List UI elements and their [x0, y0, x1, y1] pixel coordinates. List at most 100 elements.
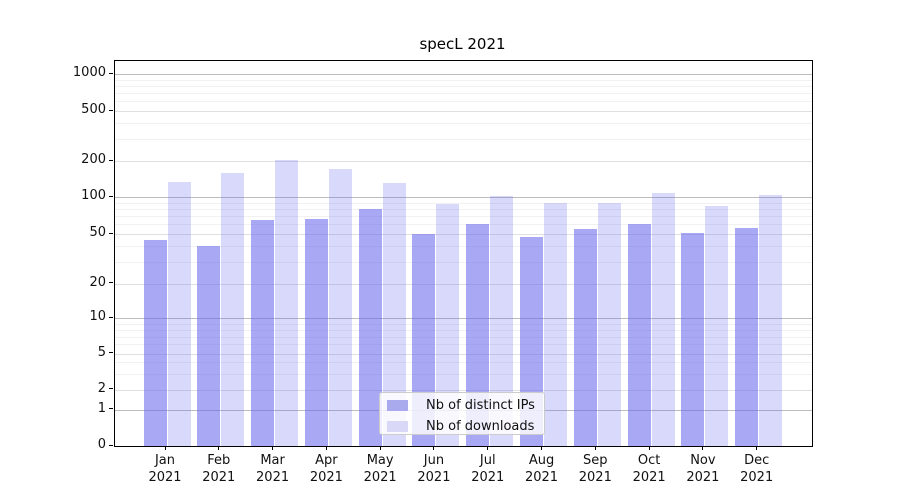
x-tick-mark: [325, 446, 327, 450]
bar-distinct-ips: [358, 209, 382, 446]
bar-downloads: [221, 172, 245, 446]
legend: Nb of distinct IPs Nb of downloads: [379, 392, 545, 435]
y-tick-label: 50: [89, 225, 106, 241]
chart-title: specL 2021: [419, 35, 506, 53]
bar-distinct-ips: [251, 220, 275, 446]
x-tick-label: Mar 2021: [256, 453, 290, 485]
legend-entry-downloads: Nb of downloads: [387, 418, 544, 435]
bar-distinct-ips: [735, 228, 759, 446]
x-tick-mark: [648, 446, 650, 450]
gridline-minor: [115, 216, 812, 218]
x-tick-mark: [594, 446, 596, 450]
x-tick-label: Feb 2021: [202, 453, 236, 485]
gridline-minor: [115, 261, 812, 263]
gridline-major: [115, 197, 812, 198]
bar-distinct-ips: [197, 246, 221, 446]
y-tick-mark: [109, 388, 113, 389]
gridline: [115, 283, 812, 285]
gridline: [115, 111, 812, 112]
bar-distinct-ips: [304, 218, 328, 446]
bar-downloads: [544, 203, 568, 446]
y-tick-label: 2: [97, 380, 106, 396]
gridline: [115, 353, 812, 355]
x-tick-label: Apr 2021: [309, 453, 343, 485]
gridline-minor: [115, 138, 812, 140]
gridline-minor: [115, 123, 812, 125]
y-tick-label: 10: [89, 309, 106, 325]
x-tick-label: Oct 2021: [632, 453, 666, 485]
bar-downloads: [167, 182, 191, 446]
gridline-minor: [115, 86, 812, 88]
bar-downloads: [436, 204, 460, 446]
gridline-minor: [115, 373, 812, 375]
y-tick-label: 1000: [72, 65, 106, 81]
legend-swatch-downloads: [387, 421, 408, 432]
gridline: [115, 234, 812, 236]
gridline: [115, 161, 812, 162]
gridline-minor: [115, 246, 812, 248]
gridline-minor: [115, 336, 812, 338]
bar-distinct-ips: [627, 224, 651, 446]
x-tick-label: Jan 2021: [148, 453, 182, 485]
x-tick-mark: [756, 446, 758, 450]
bar-downloads: [597, 202, 621, 446]
x-tick-label: Dec 2021: [740, 453, 774, 485]
gridline-minor: [115, 101, 812, 103]
bar-distinct-ips: [466, 224, 490, 446]
bar-distinct-ips: [681, 233, 705, 446]
bars-layer: [115, 61, 812, 446]
gridline-major: [115, 318, 812, 320]
x-tick-mark: [218, 446, 220, 450]
y-tick-mark: [109, 282, 113, 284]
x-tick-label: Sep 2021: [578, 453, 612, 485]
bar-downloads: [759, 195, 783, 446]
x-tick-mark: [379, 446, 381, 450]
bar-downloads: [651, 193, 675, 446]
x-tick-label: May 2021: [363, 453, 397, 485]
gridline-minor: [115, 224, 812, 226]
y-tick-label: 1: [97, 400, 106, 416]
x-tick-label: Nov 2021: [686, 453, 720, 485]
bar-downloads: [705, 206, 729, 446]
legend-label-downloads: Nb of downloads: [426, 419, 535, 434]
legend-entry-distinct-ips: Nb of distinct IPs: [387, 397, 544, 414]
gridline-minor: [115, 79, 812, 81]
y-tick-mark: [109, 444, 113, 446]
bar-downloads: [490, 195, 514, 446]
gridline-minor: [115, 202, 812, 204]
gridline-minor: [115, 323, 812, 325]
legend-label-distinct-ips: Nb of distinct IPs: [426, 398, 535, 413]
y-tick-mark: [109, 72, 113, 74]
y-tick-label: 500: [81, 102, 106, 117]
y-tick-mark: [109, 352, 113, 354]
gridline-minor: [115, 344, 812, 346]
y-tick-mark: [109, 109, 113, 111]
y-tick-label: 0: [97, 437, 106, 452]
plot-area: Nb of distinct IPs Nb of downloads: [114, 60, 813, 447]
y-tick-mark: [109, 316, 113, 318]
x-tick-mark: [702, 446, 704, 450]
gridline-minor: [115, 329, 812, 331]
bar-distinct-ips: [573, 229, 597, 446]
x-tick-mark: [487, 446, 489, 450]
y-tick-mark: [109, 232, 113, 234]
gridline-minor: [115, 209, 812, 210]
gridline-major: [115, 74, 812, 76]
bar-downloads: [275, 159, 299, 446]
bar-downloads: [328, 169, 352, 446]
y-tick-label: 20: [89, 274, 106, 290]
bar-downloads: [382, 182, 406, 446]
y-tick-mark: [109, 195, 113, 197]
x-tick-label: Jul 2021: [471, 453, 505, 485]
x-tick-mark: [272, 446, 274, 450]
x-tick-label: Aug 2021: [524, 453, 559, 485]
x-tick-mark: [541, 446, 543, 450]
y-tick-mark: [109, 408, 113, 410]
legend-swatch-distinct-ips: [387, 400, 408, 411]
gridline: [115, 389, 812, 391]
y-tick-label: 100: [81, 188, 106, 203]
y-tick-label: 200: [81, 152, 106, 167]
x-tick-mark: [433, 446, 435, 450]
bar-distinct-ips: [143, 239, 167, 446]
